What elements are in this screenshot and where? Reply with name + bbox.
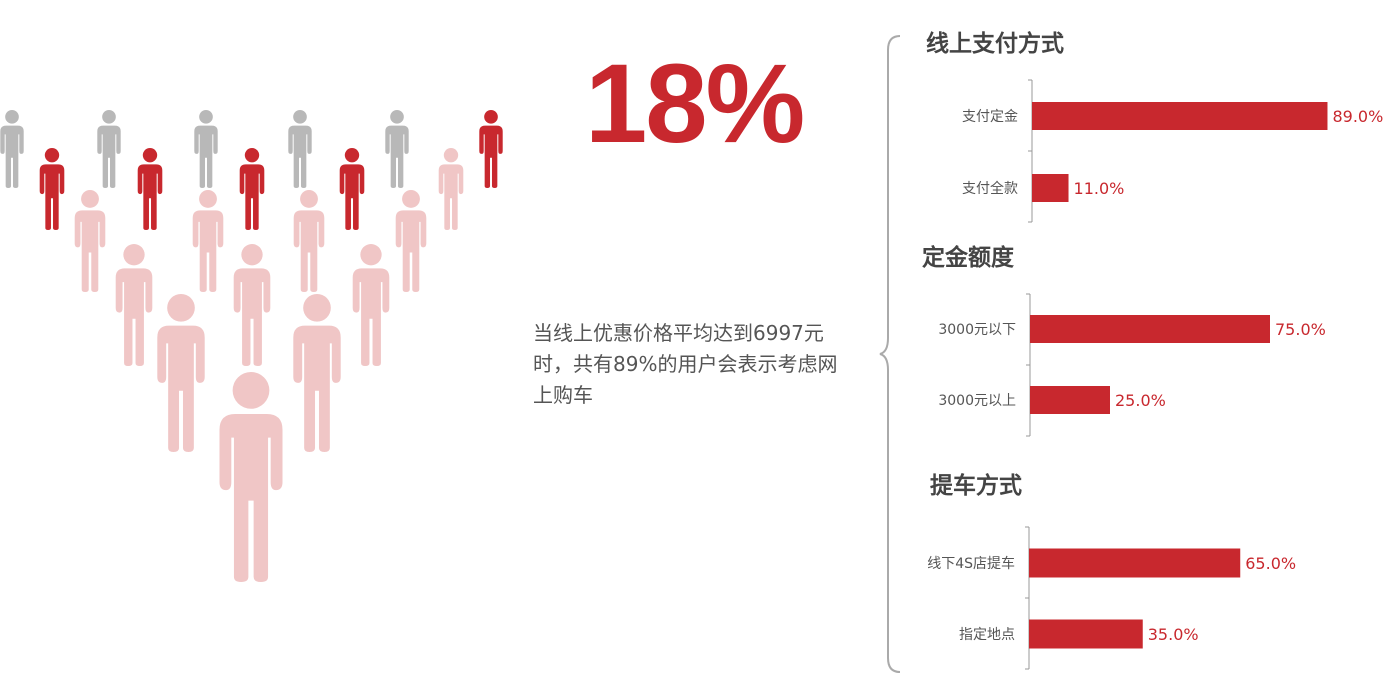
value-label: 89.0% bbox=[1332, 107, 1383, 126]
person-icon bbox=[97, 110, 121, 188]
description-line-2: 时，共有89%的用户会表示考虑网 bbox=[533, 352, 838, 376]
chart-3-pickup-method: 线下4S店提车 65.0% 指定地点 35.0% bbox=[927, 526, 1296, 670]
value-label: 11.0% bbox=[1074, 179, 1125, 198]
chart-1-online-payment: 支付定金 89.0% 支付全款 11.0% bbox=[962, 79, 1383, 223]
person-icon bbox=[39, 148, 65, 230]
category-label: 支付定金 bbox=[962, 109, 1018, 125]
person-icon bbox=[74, 190, 106, 292]
person-icon bbox=[233, 244, 271, 366]
person-icon bbox=[438, 148, 464, 230]
bar bbox=[1032, 102, 1328, 130]
category-label: 线下4S店提车 bbox=[927, 555, 1015, 572]
value-label: 75.0% bbox=[1275, 320, 1326, 339]
person-icon bbox=[293, 190, 325, 292]
curly-brace bbox=[879, 35, 901, 673]
person-icon bbox=[137, 148, 163, 230]
person-icon bbox=[293, 294, 341, 452]
person-icon bbox=[192, 190, 224, 292]
person-icon bbox=[352, 244, 390, 366]
description-line-1: 当线上优惠价格平均达到6997元 bbox=[533, 321, 824, 345]
person-icon bbox=[288, 110, 312, 188]
chart-2-title: 定金额度 bbox=[922, 245, 1014, 271]
person-icon bbox=[219, 372, 283, 582]
person-icon bbox=[479, 110, 503, 188]
person-icon bbox=[115, 244, 153, 366]
description-line-3: 上购车 bbox=[533, 383, 593, 407]
chart-1-title: 线上支付方式 bbox=[926, 31, 1064, 57]
bar bbox=[1030, 315, 1270, 343]
category-label: 支付全款 bbox=[962, 180, 1018, 197]
person-icon bbox=[0, 110, 24, 188]
category-label: 指定地点 bbox=[959, 627, 1015, 643]
bar bbox=[1032, 174, 1069, 202]
category-label: 3000元以下 bbox=[938, 322, 1016, 338]
value-label: 25.0% bbox=[1115, 391, 1166, 410]
people-pyramid-illustration bbox=[0, 110, 503, 582]
person-icon bbox=[385, 110, 409, 188]
category-label: 3000元以上 bbox=[938, 393, 1016, 409]
person-icon bbox=[239, 148, 265, 230]
chart-2-deposit-amount: 3000元以下 75.0% 3000元以上 25.0% bbox=[938, 293, 1326, 437]
value-label: 35.0% bbox=[1148, 625, 1199, 644]
bar bbox=[1029, 548, 1241, 578]
value-label: 65.0% bbox=[1245, 554, 1296, 573]
person-icon bbox=[339, 148, 365, 230]
person-icon bbox=[194, 110, 218, 188]
description-text: 当线上优惠价格平均达到6997元 时，共有89%的用户会表示考虑网 上购车 bbox=[533, 318, 873, 411]
person-icon bbox=[157, 294, 205, 452]
headline-percent: 18% bbox=[585, 41, 805, 166]
bar bbox=[1030, 386, 1110, 414]
person-icon bbox=[395, 190, 427, 292]
bar bbox=[1029, 619, 1143, 649]
chart-3-title: 提车方式 bbox=[930, 473, 1022, 499]
